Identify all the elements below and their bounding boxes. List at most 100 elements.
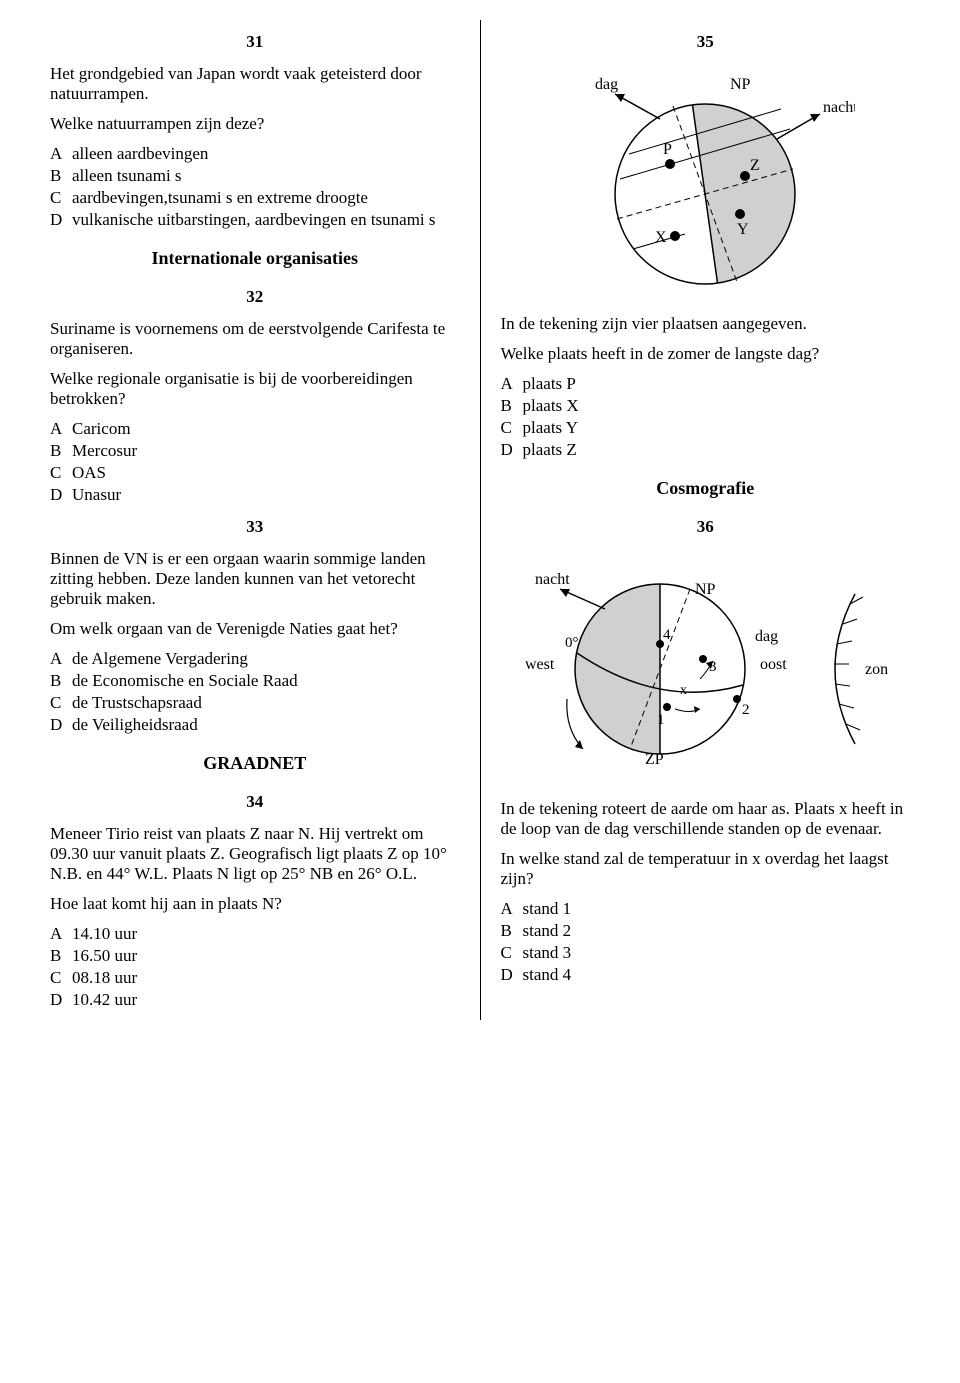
label-np: NP	[730, 76, 751, 93]
opt-letter: B	[50, 671, 72, 691]
opt-text: OAS	[72, 463, 460, 483]
opt-text: alleen aardbevingen	[72, 144, 460, 164]
label-z: Z	[750, 157, 760, 174]
label-2: 2	[742, 702, 750, 718]
label-nacht: nacht	[823, 99, 855, 116]
q32-options: ACaricom BMercosur COAS DUnasur	[50, 419, 460, 505]
q31-question: Welke natuurrampen zijn deze?	[50, 114, 460, 134]
q31-opt-b: Balleen tsunami s	[50, 166, 460, 186]
opt-letter: A	[50, 649, 72, 669]
label-dag: dag	[755, 628, 778, 645]
opt-text: Mercosur	[72, 441, 460, 461]
q32-opt-a: ACaricom	[50, 419, 460, 439]
q32-question: Welke regionale organisatie is bij de vo…	[50, 369, 460, 409]
q35-opt-a: Aplaats P	[501, 374, 911, 394]
q34-number: 34	[50, 792, 460, 812]
q31-intro: Het grondgebied van Japan wordt vaak get…	[50, 64, 460, 104]
opt-text: plaats X	[523, 396, 911, 416]
opt-text: plaats P	[523, 374, 911, 394]
q36-number: 36	[501, 517, 911, 537]
opt-letter: A	[501, 374, 523, 394]
opt-letter: C	[50, 968, 72, 988]
q35-intro: In de tekening zijn vier plaatsen aangeg…	[501, 314, 911, 334]
q31-opt-d: Dvulkanische uitbarstingen, aardbevingen…	[50, 210, 460, 230]
label-4: 4	[663, 627, 671, 643]
opt-letter: B	[50, 946, 72, 966]
q33-number: 33	[50, 517, 460, 537]
q34-opt-c: C08.18 uur	[50, 968, 460, 988]
q35-opt-d: Dplaats Z	[501, 440, 911, 460]
q32-intro: Suriname is voornemens om de eerstvolgen…	[50, 319, 460, 359]
q31-opt-c: Caardbevingen,tsunami s en extreme droog…	[50, 188, 460, 208]
opt-text: stand 4	[523, 965, 911, 985]
opt-letter: C	[50, 693, 72, 713]
left-column: 31 Het grondgebied van Japan wordt vaak …	[30, 20, 480, 1020]
opt-letter: B	[50, 441, 72, 461]
q33-opt-b: Bde Economische en Sociale Raad	[50, 671, 460, 691]
q34-opt-b: B16.50 uur	[50, 946, 460, 966]
opt-letter: C	[50, 463, 72, 483]
label-zp: ZP	[645, 751, 664, 768]
q35-question: Welke plaats heeft in de zomer de langst…	[501, 344, 911, 364]
q34-question: Hoe laat komt hij aan in plaats N?	[50, 894, 460, 914]
opt-letter: C	[50, 188, 72, 208]
opt-text: de Veiligheidsraad	[72, 715, 460, 735]
opt-letter: A	[501, 899, 523, 919]
q32-opt-b: BMercosur	[50, 441, 460, 461]
label-nacht: nacht	[535, 571, 570, 588]
label-oost: oost	[760, 656, 787, 673]
section-graadnet: GRAADNET	[50, 753, 460, 774]
q36-question: In welke stand zal de temperatuur in x o…	[501, 849, 911, 889]
label-x-pos: x	[680, 683, 687, 698]
opt-text: de Trustschapsraad	[72, 693, 460, 713]
opt-text: plaats Y	[523, 418, 911, 438]
q33-opt-d: Dde Veiligheidsraad	[50, 715, 460, 735]
opt-text: de Economische en Sociale Raad	[72, 671, 460, 691]
opt-letter: A	[50, 144, 72, 164]
opt-letter: A	[50, 924, 72, 944]
opt-text: alleen tsunami s	[72, 166, 460, 186]
label-3: 3	[709, 659, 717, 675]
q36-diagram: x nacht NP dag west oost zon 0° ZP	[505, 549, 905, 789]
opt-text: plaats Z	[523, 440, 911, 460]
opt-text: Unasur	[72, 485, 460, 505]
q33-opt-c: Cde Trustschapsraad	[50, 693, 460, 713]
opt-text: 08.18 uur	[72, 968, 460, 988]
opt-text: Caricom	[72, 419, 460, 439]
q33-question: Om welk orgaan van de Verenigde Naties g…	[50, 619, 460, 639]
opt-text: 10.42 uur	[72, 990, 460, 1010]
opt-text: de Algemene Vergadering	[72, 649, 460, 669]
q35-opt-b: Bplaats X	[501, 396, 911, 416]
opt-text: 16.50 uur	[72, 946, 460, 966]
section-internationale-organisaties: Internationale organisaties	[50, 248, 460, 269]
q36-opt-c: Cstand 3	[501, 943, 911, 963]
opt-letter: A	[50, 419, 72, 439]
q32-number: 32	[50, 287, 460, 307]
label-zero: 0°	[565, 635, 579, 651]
opt-letter: D	[50, 715, 72, 735]
opt-letter: B	[501, 921, 523, 941]
opt-text: 14.10 uur	[72, 924, 460, 944]
opt-letter: D	[501, 440, 523, 460]
q32-opt-d: DUnasur	[50, 485, 460, 505]
label-y: Y	[737, 221, 749, 238]
label-p: P	[663, 141, 672, 158]
q35-number: 35	[501, 32, 911, 52]
label-np: NP	[695, 581, 716, 598]
opt-letter: D	[501, 965, 523, 985]
q31-number: 31	[50, 32, 460, 52]
q33-intro: Binnen de VN is er een orgaan waarin som…	[50, 549, 460, 609]
opt-text: stand 3	[523, 943, 911, 963]
q36-intro: In de tekening roteert de aarde om haar …	[501, 799, 911, 839]
q35-diagram: dag NP nacht P X Y Z	[555, 64, 855, 304]
opt-letter: C	[501, 943, 523, 963]
q33-options: Ade Algemene Vergadering Bde Economische…	[50, 649, 460, 735]
q34-opt-a: A14.10 uur	[50, 924, 460, 944]
q31-options: Aalleen aardbevingen Balleen tsunami s C…	[50, 144, 460, 230]
q34-intro: Meneer Tirio reist van plaats Z naar N. …	[50, 824, 460, 884]
label-west: west	[525, 656, 555, 673]
opt-letter: B	[50, 166, 72, 186]
label-1: 1	[657, 712, 665, 728]
right-column: 35	[481, 20, 931, 1020]
opt-letter: D	[50, 990, 72, 1010]
